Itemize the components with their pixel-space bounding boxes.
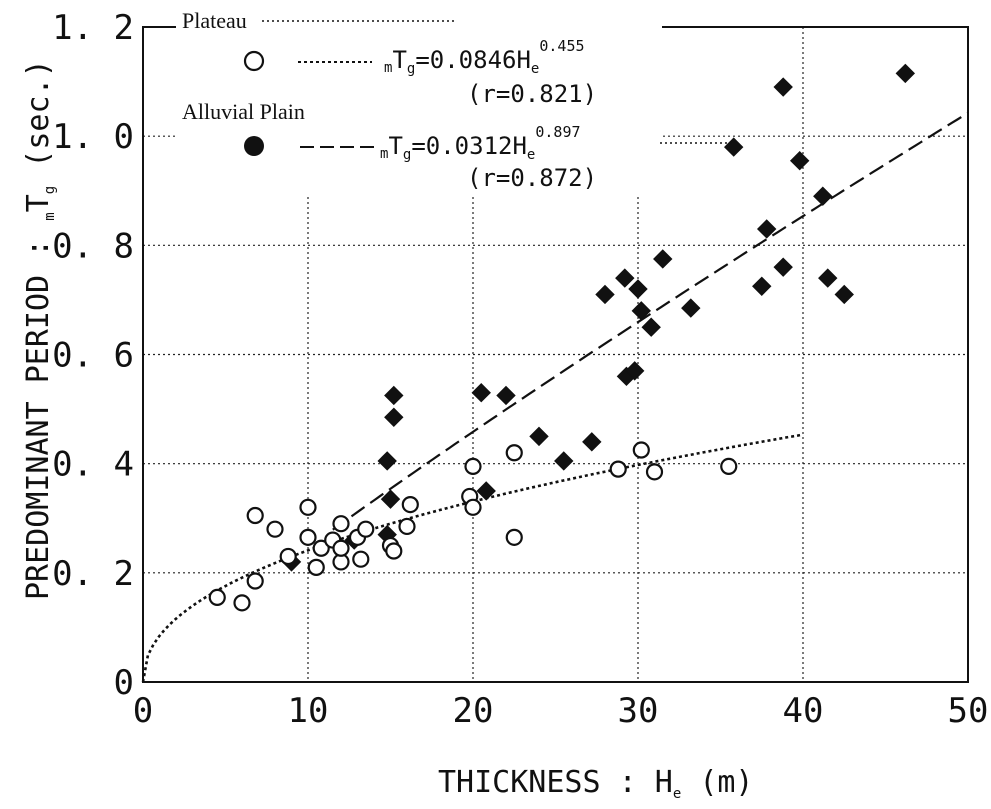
alluvial-data-point <box>641 317 661 337</box>
alluvial-data-point <box>471 383 491 403</box>
fit-lines <box>141 111 969 683</box>
x-tick-label: 0 <box>133 691 153 731</box>
x-tick-label: 40 <box>783 691 824 731</box>
plateau-fit-line <box>141 433 804 683</box>
plateau-data-point <box>299 528 317 546</box>
plateau-data-point <box>312 539 330 557</box>
alluvial-data-point <box>631 301 652 321</box>
alluvial-data-point <box>554 451 574 471</box>
y-axis-title-T: T <box>21 194 56 212</box>
alluvial-data-point <box>773 257 793 277</box>
y-axis-title-unit: (sec.) <box>21 59 56 185</box>
x-tick-labels: 0 10 20 30 40 50 <box>133 691 989 731</box>
legend-alluvial-label: Alluvial Plain <box>182 99 305 124</box>
plateau-data-point <box>645 463 664 481</box>
data-points <box>208 63 916 612</box>
alluvial-data-point <box>380 489 401 509</box>
x-tick-label: 50 <box>948 691 989 731</box>
plateau-data-point <box>609 460 627 478</box>
plateau-data-point <box>464 498 482 516</box>
plateau-data-point <box>279 547 297 566</box>
plateau-data-point <box>505 528 523 546</box>
legend-plateau-equation: mTg=0.0846He0.455 <box>384 37 585 77</box>
plateau-data-point <box>233 594 251 612</box>
plateau-data-point <box>352 550 370 568</box>
plateau-data-point <box>246 572 264 590</box>
plateau-data-point <box>307 558 325 576</box>
plateau-data-point <box>385 542 403 560</box>
legend-plateau-marker-icon <box>243 50 265 72</box>
alluvial-fit-line <box>332 111 969 531</box>
x-axis-title-unit: (m) <box>699 765 753 800</box>
grid-lines <box>143 27 968 682</box>
legend-alluvial-r: (r=0.872) <box>467 164 597 192</box>
y-tick-label: 0. 8 <box>52 226 134 266</box>
alluvial-data-point <box>615 268 635 288</box>
y-tick-label: 1. 0 <box>52 117 134 157</box>
alluvial-data-point <box>895 63 916 84</box>
alluvial-data-point <box>624 361 645 381</box>
y-axis-title-main: PREDOMINANT PERIOD : <box>21 221 56 600</box>
alluvial-data-point <box>681 298 701 318</box>
alluvial-data-point <box>813 186 833 206</box>
alluvial-data-point <box>496 385 516 406</box>
legend-alluvial-equation: mTg=0.0312He0.897 <box>380 123 581 163</box>
y-axis-title: PREDOMINANT PERIOD : mTg (sec.) <box>21 59 58 600</box>
alluvial-data-point <box>595 284 615 305</box>
legend-background <box>176 8 662 194</box>
x-tick-label: 30 <box>618 691 659 731</box>
alluvial-data-point <box>384 407 404 427</box>
y-tick-label: 0. 2 <box>52 554 134 594</box>
plateau-data-point <box>246 506 264 525</box>
alluvial-data-point <box>773 77 793 97</box>
alluvial-data-point <box>834 284 854 305</box>
plateau-data-point <box>299 498 317 516</box>
alluvial-data-point <box>476 481 496 501</box>
plateau-data-point <box>266 520 284 538</box>
y-tick-label: 0 <box>114 663 134 703</box>
legend-plateau-label: Plateau <box>182 8 247 33</box>
legend-alluvial-marker-icon <box>244 136 264 156</box>
alluvial-data-point <box>653 249 673 269</box>
y-axis-title-sub: g <box>42 186 58 194</box>
plateau-data-point <box>332 515 350 533</box>
plateau-data-point <box>398 517 416 536</box>
alluvial-data-point <box>384 385 404 406</box>
y-tick-label: 1. 2 <box>52 8 134 48</box>
y-tick-labels: 0 0. 2 0. 4 0. 6 0. 8 1. 0 1. 2 <box>52 8 134 703</box>
plateau-data-point <box>505 444 523 462</box>
plateau-data-point <box>401 496 419 514</box>
legend-plateau-r: (r=0.821) <box>467 80 597 108</box>
x-tick-label: 10 <box>288 691 329 731</box>
plateau-data-point <box>357 520 375 538</box>
y-tick-label: 0. 4 <box>52 445 134 485</box>
alluvial-data-point <box>789 151 810 171</box>
x-axis-title: THICKNESS : He (m) <box>438 765 754 802</box>
plateau-data-point <box>720 457 738 475</box>
alluvial-data-point <box>377 451 397 471</box>
y-axis-title-pre: m <box>42 212 58 220</box>
plateau-data-point <box>464 457 482 475</box>
alluvial-data-point <box>756 219 777 239</box>
plateau-data-point <box>208 588 226 606</box>
alluvial-data-point <box>818 268 838 288</box>
plateau-data-point <box>632 441 650 459</box>
alluvial-data-point <box>529 426 549 447</box>
x-axis-title-main: THICKNESS : H <box>438 765 673 800</box>
alluvial-data-point <box>723 137 744 157</box>
alluvial-data-point <box>752 276 772 296</box>
x-tick-label: 20 <box>453 691 494 731</box>
y-tick-label: 0. 6 <box>52 336 134 376</box>
x-axis-title-sub: e <box>673 786 681 802</box>
plateau-data-point <box>332 539 350 557</box>
alluvial-data-point <box>582 432 602 452</box>
alluvial-data-point <box>628 279 648 299</box>
